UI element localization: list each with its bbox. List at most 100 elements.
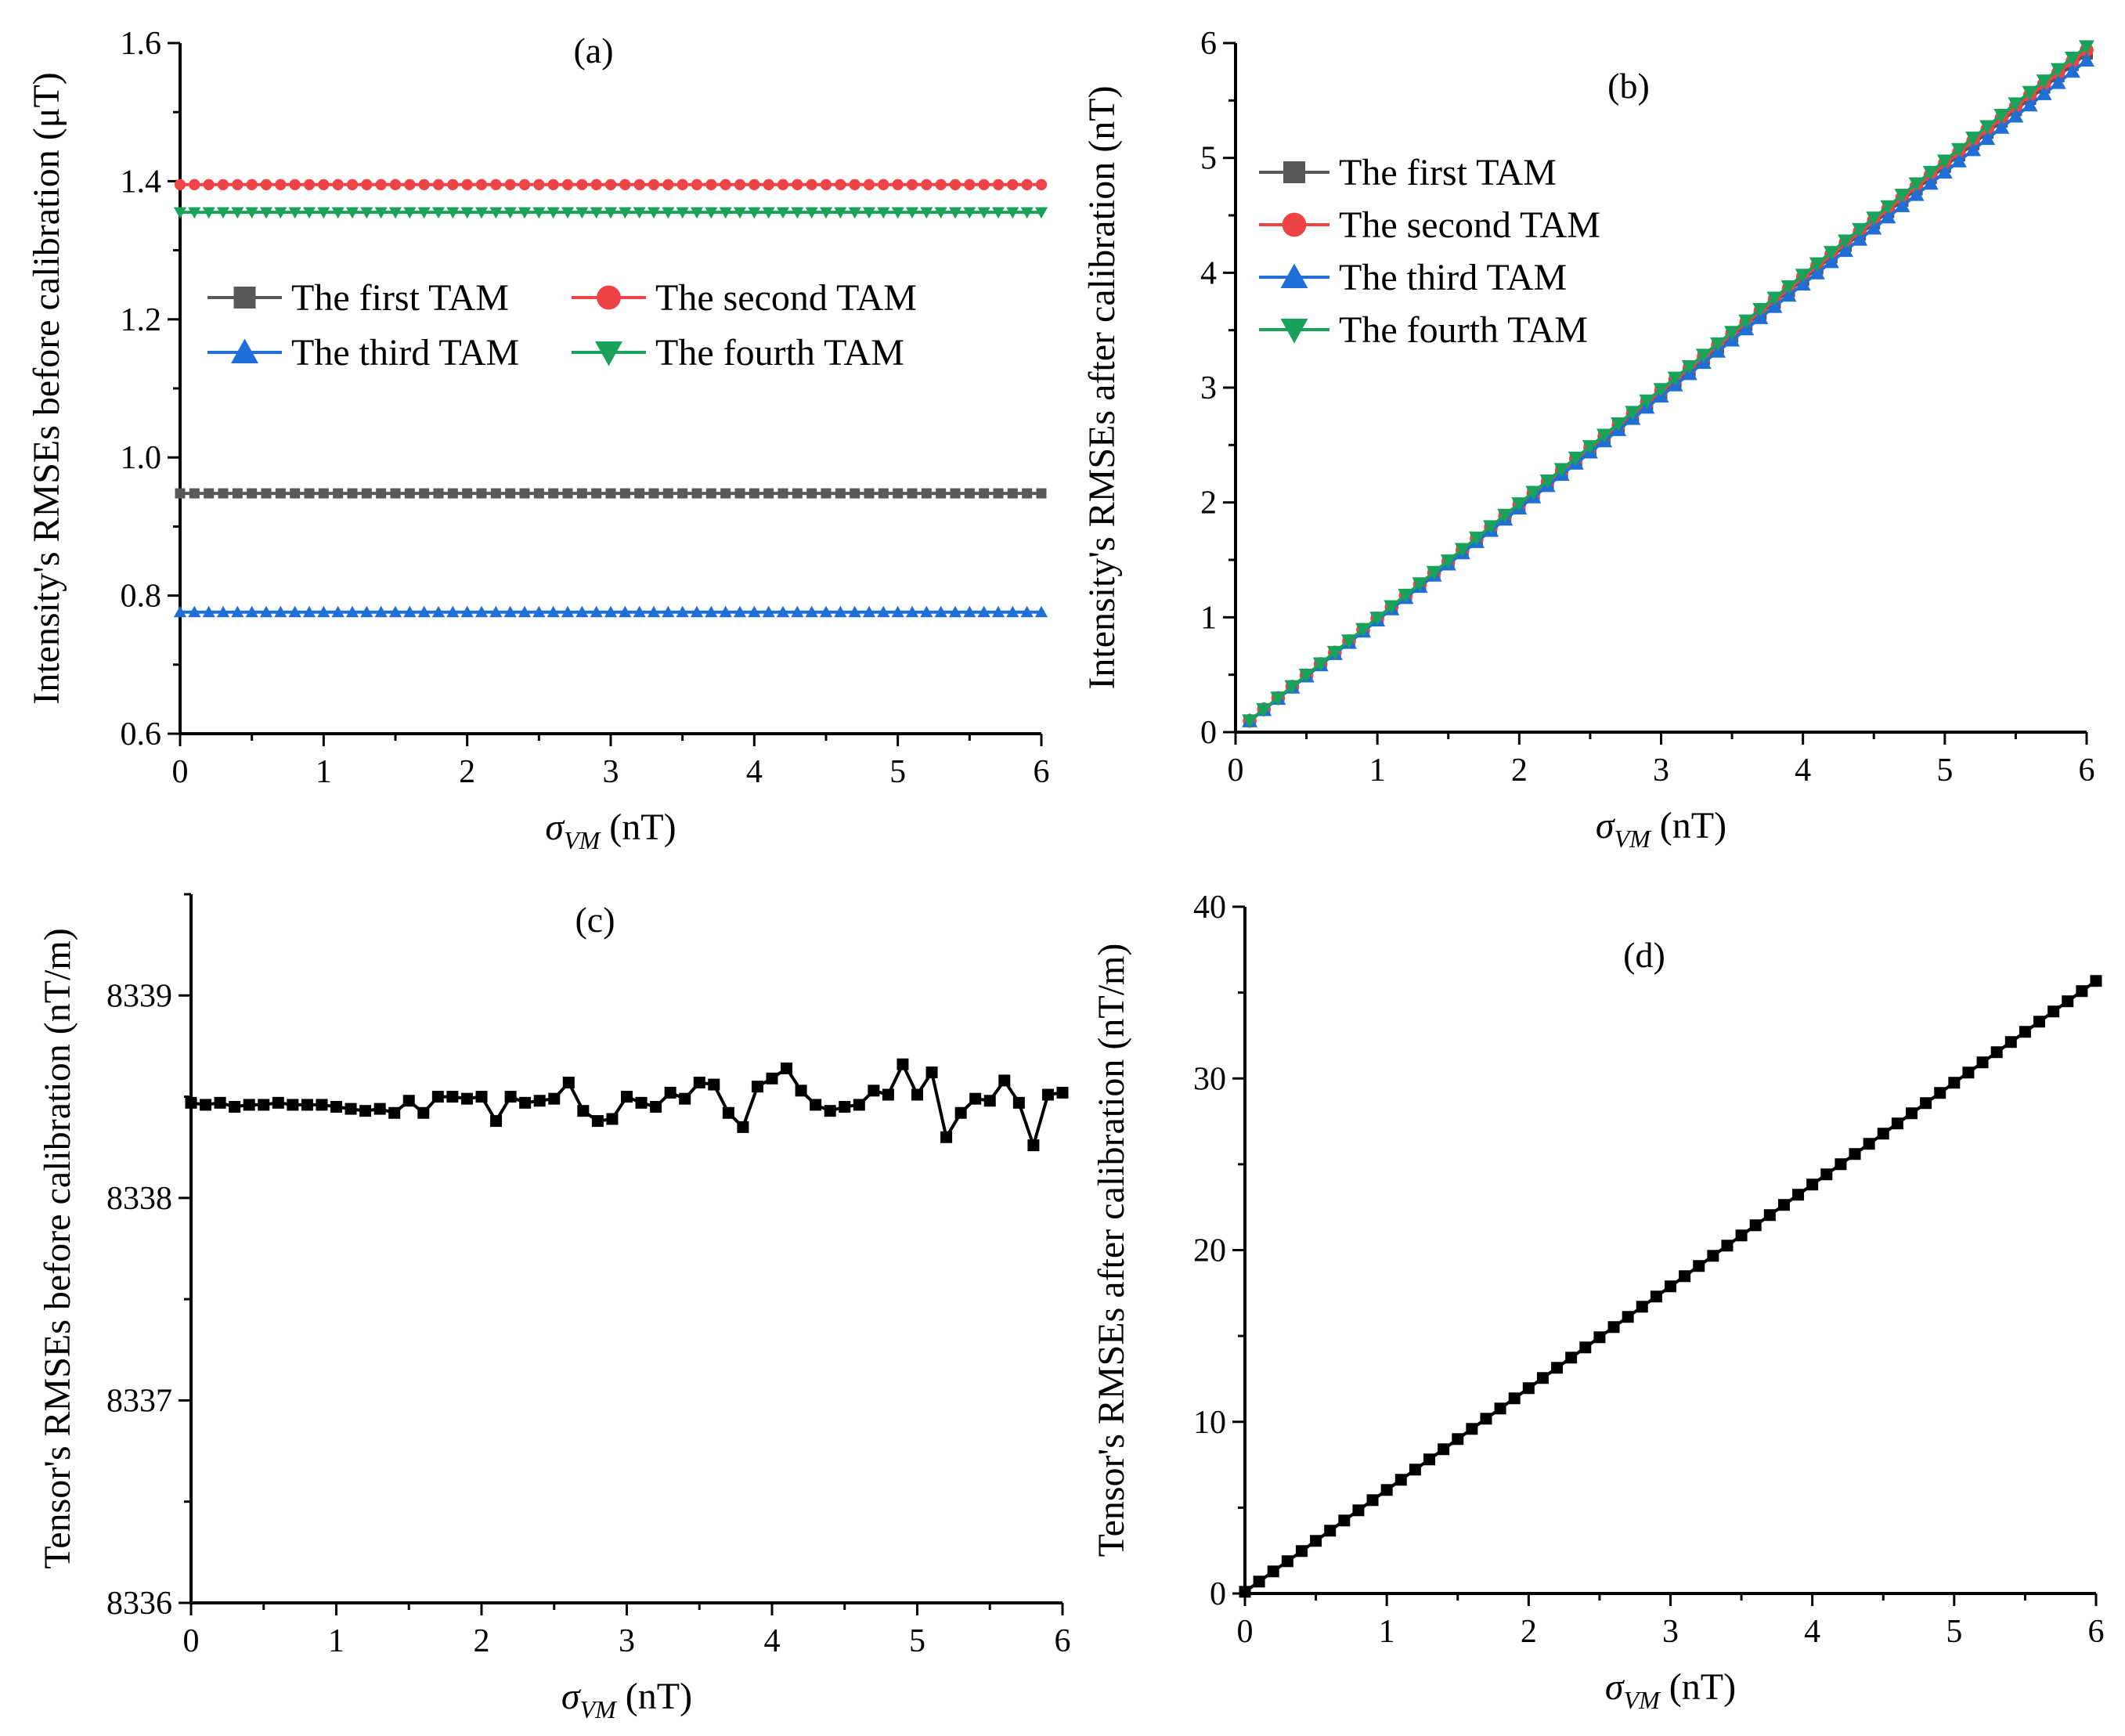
y-axis-title: Tensor's RMSEs after calibration (nT/m)	[1091, 944, 1132, 1557]
data-point	[258, 1099, 270, 1111]
data-point	[518, 207, 532, 219]
data-point	[301, 1099, 313, 1111]
data-point	[1820, 1168, 1833, 1181]
data-point	[1795, 276, 1811, 291]
data-point	[575, 207, 589, 219]
data-point	[1950, 153, 1967, 168]
data-point	[1667, 371, 1683, 386]
data-point	[232, 488, 243, 499]
data-point	[287, 1099, 299, 1111]
data-point	[892, 179, 904, 190]
data-point	[1007, 488, 1018, 499]
data-point	[216, 605, 230, 618]
legend-label: The first TAM	[291, 277, 509, 319]
data-point	[963, 605, 976, 618]
data-point	[331, 207, 345, 219]
x-tick-label: 5	[889, 754, 906, 790]
data-point	[1639, 394, 1655, 409]
data-point	[1380, 1484, 1393, 1496]
data-point	[1936, 164, 1953, 179]
data-point	[245, 605, 258, 618]
data-point	[2064, 51, 2080, 66]
data-point	[1553, 463, 1570, 478]
data-point	[1020, 207, 1034, 219]
data-point	[1295, 1545, 1308, 1557]
legend-marker	[1280, 319, 1308, 344]
data-point	[533, 488, 544, 499]
data-point	[460, 1092, 473, 1105]
data-point	[605, 488, 616, 499]
data-point	[720, 488, 731, 499]
data-point	[1281, 1555, 1293, 1568]
data-point	[907, 488, 918, 499]
y-tick-label: 8338	[106, 1181, 172, 1217]
data-point	[217, 179, 229, 190]
data-point	[1438, 1443, 1450, 1456]
data-point	[1962, 1067, 1975, 1079]
data-point	[389, 179, 402, 190]
legend-label: The first TAM	[1339, 152, 1557, 193]
data-point	[662, 207, 675, 219]
data-point	[505, 488, 516, 499]
data-point	[1324, 1525, 1337, 1537]
panel-label: (b)	[1607, 66, 1650, 106]
data-point	[1270, 691, 1286, 706]
data-point	[2008, 108, 2024, 123]
data-point	[1412, 577, 1428, 592]
data-point	[708, 1078, 720, 1091]
data-point	[374, 605, 388, 618]
data-point	[245, 207, 258, 219]
data-point	[561, 179, 574, 190]
data-point	[690, 605, 704, 618]
data-point	[969, 1092, 982, 1105]
data-point	[1036, 488, 1047, 499]
data-point	[304, 488, 315, 499]
data-point	[705, 488, 716, 499]
data-point	[216, 207, 230, 219]
data-point	[734, 179, 746, 190]
series-4	[1242, 40, 2094, 729]
x-tick-label: 6	[1055, 1623, 1071, 1659]
data-point	[274, 207, 287, 219]
x-tick-label: 1	[1379, 1614, 1395, 1650]
data-point	[1468, 531, 1485, 546]
y-tick-label: 5	[1200, 141, 1217, 177]
data-point	[561, 605, 575, 618]
data-point	[1735, 1229, 1748, 1242]
data-point	[303, 179, 316, 190]
data-point	[332, 179, 344, 190]
data-point	[547, 207, 560, 219]
data-point	[791, 207, 804, 219]
data-point	[490, 1115, 503, 1128]
data-point	[1454, 543, 1470, 558]
data-point	[762, 207, 775, 219]
data-point	[548, 488, 559, 499]
legend-item: The fourth TAM	[572, 332, 904, 374]
data-point	[417, 605, 431, 618]
data-point	[431, 207, 446, 219]
data-point	[289, 179, 301, 190]
data-point	[272, 1096, 284, 1109]
data-point	[577, 1105, 590, 1117]
data-point	[1922, 165, 1939, 180]
data-point	[1611, 417, 1627, 431]
data-point	[862, 605, 876, 618]
data-point	[1267, 1565, 1279, 1578]
data-point	[388, 1106, 401, 1119]
data-point	[691, 488, 702, 499]
legend-item: The third TAM	[207, 332, 519, 374]
data-point	[705, 605, 718, 618]
data-point	[839, 1101, 851, 1113]
data-point	[834, 605, 847, 618]
data-point	[403, 207, 417, 219]
data-point	[576, 179, 588, 190]
y-tick-label: 8339	[106, 978, 172, 1014]
data-point	[1948, 1077, 1961, 1089]
data-point	[848, 207, 861, 219]
data-point	[1780, 280, 1797, 294]
data-point	[175, 488, 186, 499]
data-point	[954, 1106, 967, 1119]
data-point	[748, 207, 761, 219]
data-point	[547, 179, 559, 190]
data-point	[1908, 177, 1925, 192]
